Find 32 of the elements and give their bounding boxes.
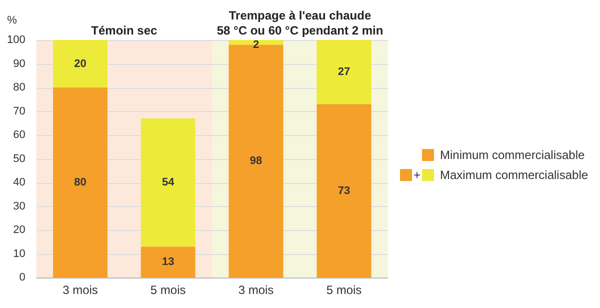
x-tick-label: 5 mois (326, 283, 362, 298)
data-label: 2 (252, 39, 260, 52)
data-label: 98 (250, 155, 262, 168)
y-tick-label: 60 (13, 129, 26, 142)
x-tick-label: 3 mois (62, 283, 98, 298)
y-tick-label: 100 (6, 34, 26, 46)
y-tick-label: 20 (13, 224, 26, 236)
bar (140, 246, 196, 278)
bar (53, 88, 108, 278)
chart-title: Témoin sec (91, 23, 158, 38)
y-tick-label: 80 (13, 82, 26, 94)
y-tick-label: 40 (13, 176, 26, 189)
y-tick-label: 90 (13, 58, 26, 70)
x-tick-label: 3 mois (238, 283, 274, 298)
y-axis-title: % (7, 14, 18, 27)
y-tick-label: 30 (13, 200, 26, 212)
y-tick-label: 50 (13, 152, 26, 165)
data-label: 54 (162, 176, 176, 189)
legend-label: Maximum commercialisable (440, 168, 588, 182)
y-tick-label: 70 (13, 105, 26, 118)
data-label: 27 (338, 66, 350, 78)
legend-label: Minimum commercialisable (440, 148, 585, 162)
bar (140, 118, 196, 247)
data-label: 73 (338, 184, 350, 197)
x-tick-label: 5 mois (150, 283, 186, 298)
data-label: 80 (74, 176, 86, 189)
y-tick-label: 0 (19, 272, 26, 284)
chart-title: Trempage à l'eau chaude 58 °C ou 60 °C pendant 2 min (216, 8, 384, 38)
data-label: 13 (162, 256, 174, 268)
y-tick-label: 10 (13, 248, 26, 260)
bar (53, 40, 108, 88)
data-label: 20 (74, 58, 86, 70)
